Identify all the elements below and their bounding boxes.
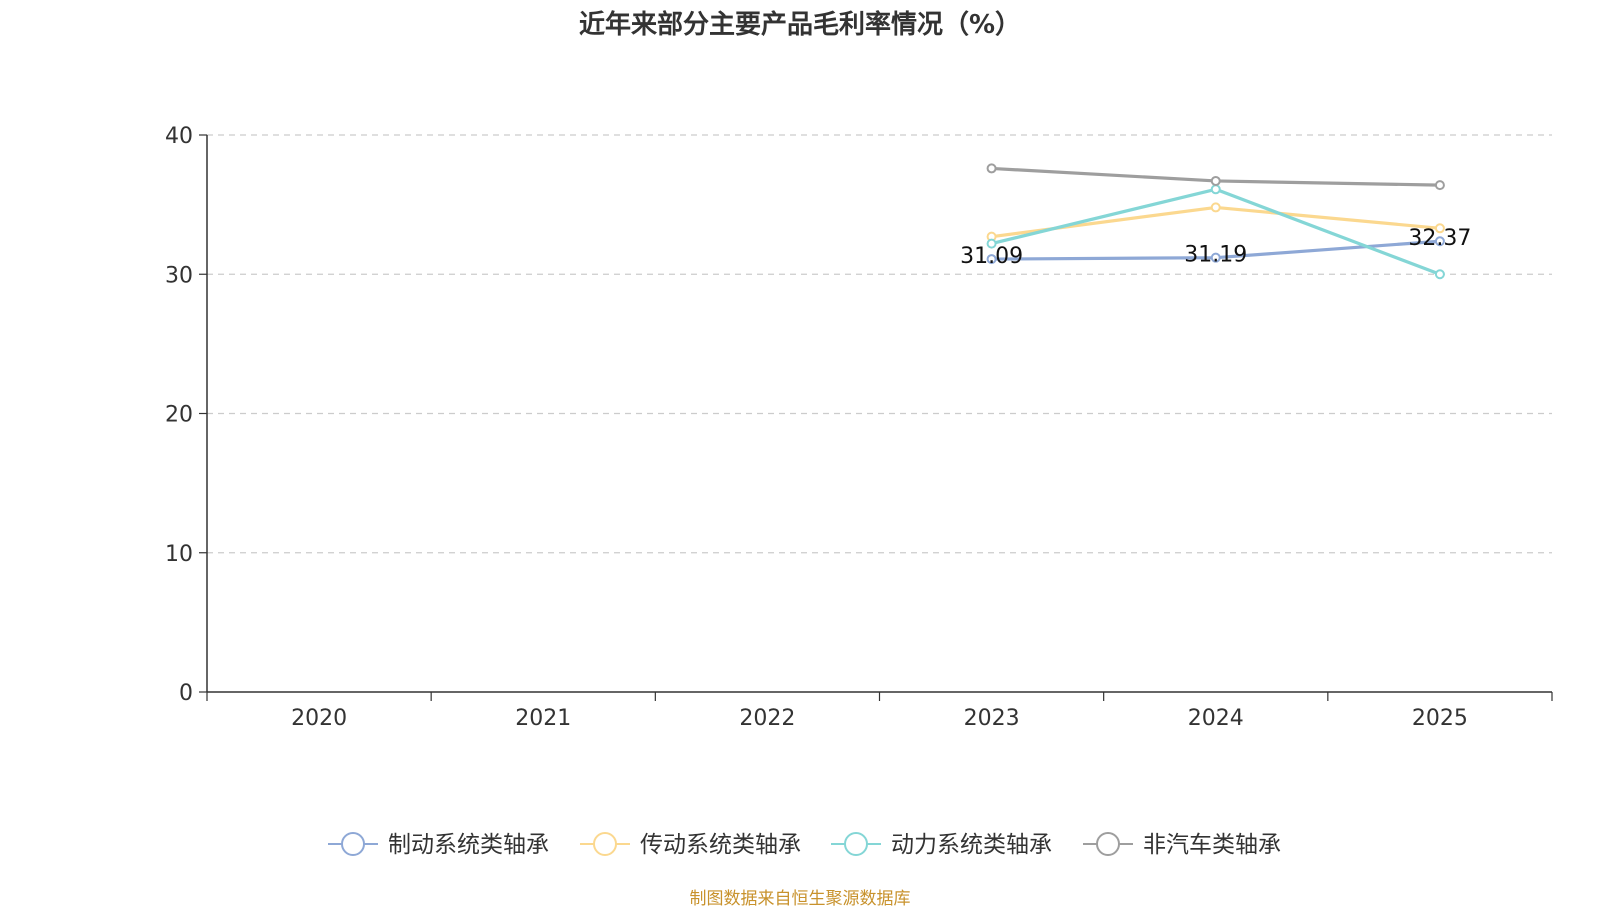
legend-marker xyxy=(844,832,868,856)
x-tick-label: 2021 xyxy=(515,706,571,731)
y-tick-label: 30 xyxy=(165,263,193,288)
legend-label: 动力系统类轴承 xyxy=(891,832,1052,858)
x-tick-label: 2020 xyxy=(291,706,347,731)
legend[interactable]: 制动系统类轴承 传动系统类轴承 动力系统类轴承 非汽车类轴承 xyxy=(328,832,1281,858)
x-tick-label: 2022 xyxy=(739,706,795,731)
data-label: 31.19 xyxy=(1184,243,1247,268)
axes: 0 10 20 30 40 2020 2021 2022 2023 2024 2025 xyxy=(165,124,1553,731)
data-point xyxy=(1434,223,1445,234)
data-point xyxy=(986,254,997,265)
legend-item[interactable]: 动力系统类轴承 xyxy=(831,832,1052,858)
x-tick-label: 2024 xyxy=(1188,706,1244,731)
y-tick-label: 10 xyxy=(165,542,193,567)
series-group xyxy=(986,163,1445,280)
legend-marker xyxy=(593,832,617,856)
data-label: 31.09 xyxy=(960,244,1023,269)
data-point xyxy=(1210,252,1221,263)
legend-marker xyxy=(1096,832,1120,856)
data-point xyxy=(986,238,997,249)
legend-marker xyxy=(341,832,365,856)
legend-label: 制动系统类轴承 xyxy=(388,832,549,858)
data-point xyxy=(1434,180,1445,191)
legend-item[interactable]: 制动系统类轴承 xyxy=(328,832,549,858)
data-point xyxy=(986,163,997,174)
y-tick-label: 20 xyxy=(165,403,193,428)
data-point xyxy=(1210,202,1221,213)
x-tick-label: 2025 xyxy=(1412,706,1468,731)
data-point xyxy=(1434,236,1445,247)
grid xyxy=(207,134,1552,554)
y-tick-label: 0 xyxy=(179,681,193,706)
chart-title: 近年来部分主要产品毛利率情况（%） xyxy=(579,9,1021,40)
data-point xyxy=(1434,269,1445,280)
data-point xyxy=(1210,175,1221,186)
data-point xyxy=(1210,184,1221,195)
legend-item[interactable]: 非汽车类轴承 xyxy=(1083,832,1281,858)
x-tick-label: 2023 xyxy=(964,706,1020,731)
source-note: 制图数据来自恒生聚源数据库 xyxy=(689,889,911,909)
legend-item[interactable]: 传动系统类轴承 xyxy=(580,832,801,858)
data-labels: 31.09 31.19 32.37 xyxy=(960,226,1471,269)
legend-label: 非汽车类轴承 xyxy=(1143,832,1281,858)
y-tick-label: 40 xyxy=(165,124,193,149)
data-label: 32.37 xyxy=(1408,226,1471,251)
legend-label: 传动系统类轴承 xyxy=(640,832,801,858)
